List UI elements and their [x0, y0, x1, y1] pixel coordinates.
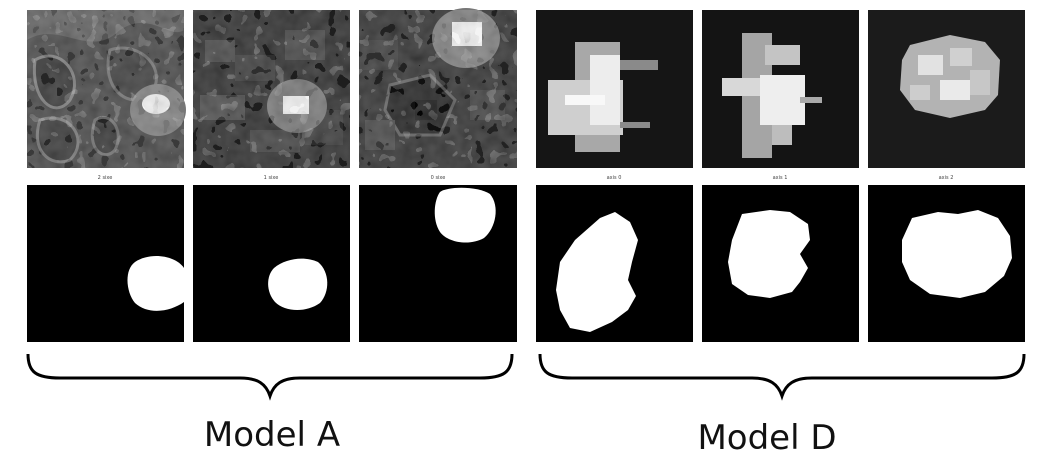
model-a-brace [28, 354, 512, 396]
model-a-mask-1 [193, 185, 350, 342]
model-d-panel-label-0: axis 0 [607, 175, 622, 181]
model-d-image-slice-2 [868, 10, 1025, 168]
model-d-mask-0 [536, 185, 693, 342]
model-a-mask-0 [27, 185, 184, 342]
model-a-image-slice-2 [359, 8, 517, 168]
model-d-mask-2 [868, 185, 1025, 342]
model-a-group: 2 sixe 1 sixe 0 sixe [27, 8, 517, 342]
model-d-brace [540, 354, 1024, 396]
model-a-panel-label-1: 1 sixe [264, 175, 279, 181]
model-a-panel-label-2: 0 sixe [431, 175, 446, 181]
model-d-mask-1 [702, 185, 859, 342]
model-a-panel-label-0: 2 sixe [98, 175, 113, 181]
model-d-title: Model D [697, 418, 836, 458]
model-a-image-slice-1 [193, 10, 350, 168]
model-d-group: axis 0 axis 1 axis 2 [536, 10, 1025, 342]
model-d-image-slice-1 [702, 10, 859, 168]
model-a-title: Model A [204, 415, 340, 455]
model-d-panel-label-1: axis 1 [773, 175, 788, 181]
model-a-image-slice-0 [27, 10, 186, 168]
model-d-image-slice-0 [536, 10, 693, 168]
model-d-panel-label-2: axis 2 [939, 175, 954, 181]
model-a-mask-2 [359, 185, 517, 342]
